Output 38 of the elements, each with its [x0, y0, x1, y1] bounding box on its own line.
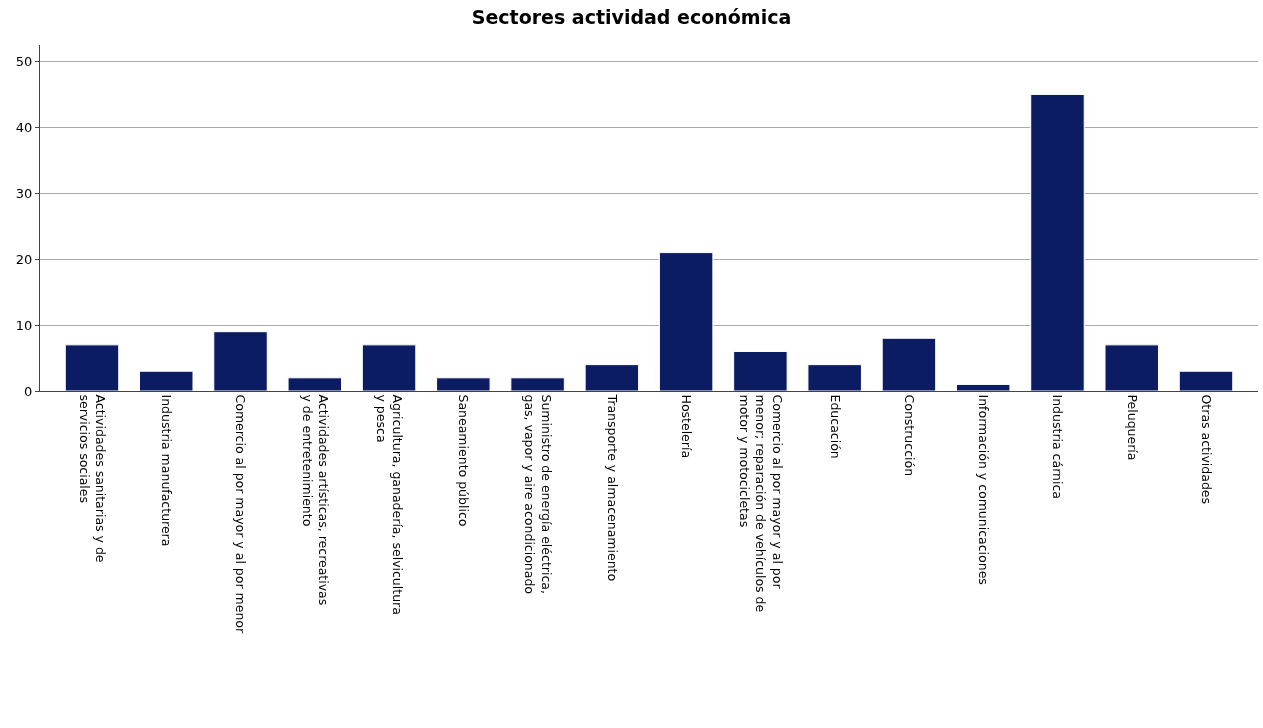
y-tick-label: 0	[24, 383, 33, 399]
y-tick-label: 30	[15, 185, 33, 201]
x-tick-label: Saneamiento público	[456, 394, 472, 527]
bar	[1030, 93, 1085, 391]
x-tick-label: Actividades sanitarias y de servicios sociales	[76, 394, 109, 563]
bar	[733, 350, 788, 391]
bar	[1178, 370, 1234, 391]
bar	[881, 337, 937, 391]
x-tick-label: Peluquería	[1124, 394, 1140, 461]
bar	[584, 364, 640, 391]
chart-title: Sectores actividad económica	[471, 6, 792, 29]
x-tick-label: Hostelería	[679, 394, 695, 459]
x-tick-label: Agricultura, ganadería, selvicultura y pesca	[373, 394, 406, 615]
y-tick-label: 20	[15, 251, 33, 267]
bar	[436, 377, 491, 391]
bar	[64, 344, 120, 391]
y-tick-label: 40	[15, 119, 33, 135]
x-tick-label: Transporte y almacenamiento	[604, 393, 620, 582]
x-tick-label: Comercio al por mayor y al por menor; reparación de vehículos de motor y motocicletas	[737, 394, 785, 613]
bar	[139, 370, 194, 391]
x-tick-label: Educación	[827, 394, 843, 459]
y-tick-label: 10	[15, 317, 33, 333]
bar	[510, 377, 565, 391]
bar	[955, 383, 1011, 391]
x-tick-label: Industria cárnica	[1050, 394, 1066, 500]
bar	[361, 344, 417, 391]
x-tick-label: Construcción	[901, 394, 917, 477]
bar	[807, 364, 862, 391]
x-tick-label: Actividades artísticas, recreativas y de entretenimiento	[299, 394, 331, 606]
x-tick-label: Comercio al por mayor y al por menor	[233, 394, 249, 634]
bar	[213, 331, 268, 391]
x-tick-label: Industria manufacturera	[159, 394, 175, 547]
bar	[1104, 344, 1159, 391]
y-tick-label: 50	[15, 54, 33, 70]
x-tick-label: Otras actividades	[1198, 394, 1214, 505]
x-tick-label: Información y comunicaciones	[976, 394, 992, 585]
bar	[287, 377, 343, 391]
bar	[658, 252, 714, 391]
